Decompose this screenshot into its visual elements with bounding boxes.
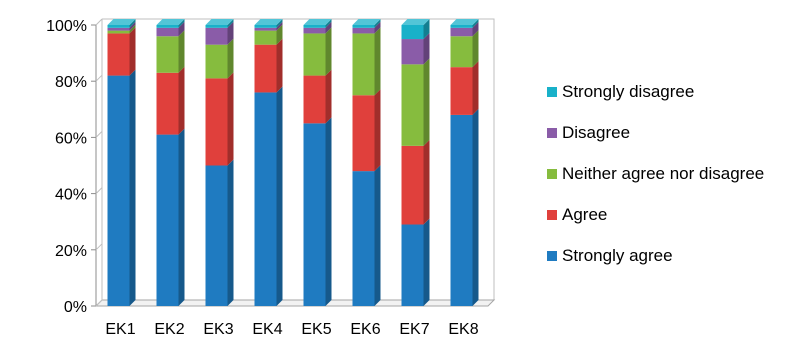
bar-segment [352,21,381,34]
x-tick-label: EK1 [105,321,135,338]
bar-segment [303,19,332,28]
bar-segment [401,58,430,146]
bar-segment [450,108,479,306]
legend-item: Strongly disagree [547,82,694,101]
x-tick-label: EK4 [252,321,282,338]
legend-swatch [547,251,557,261]
x-tick-label: EK2 [154,321,184,338]
y-tick-label: 100% [46,18,87,35]
bar-segment [450,61,479,115]
y-tick-diagonal [95,131,103,138]
legend-item: Disagree [547,123,630,142]
y-tick-diagonal [95,18,103,26]
bar-segment [303,21,332,34]
bar-segment [254,19,283,28]
bar-segment [401,19,430,40]
bar-segment [156,21,185,37]
chart-bars [107,19,479,306]
bar-segment [352,89,381,172]
bar-segment [401,33,430,65]
legend-swatch [547,169,557,179]
legend-item: Neither agree nor disagree [547,164,764,183]
y-axis-ticks: 0% 20% 40% 60% 80% 100% [46,18,103,316]
chart-floor [94,299,496,307]
chart-legend: Strongly disagree Disagree Neither agree n… [547,82,764,265]
y-tick-label: 20% [55,243,87,260]
bar-segment [401,218,430,306]
bar-segment [303,27,332,76]
bar-segment [352,27,381,96]
bar-segment [303,69,332,124]
y-tick-diagonal [95,299,103,307]
bar-segment [205,38,234,79]
bar-segment [205,19,234,28]
bar-segment [205,159,234,306]
legend-swatch [547,128,557,138]
legend-label: Strongly disagree [562,82,694,101]
bar-segment [205,72,234,166]
legend-swatch [547,210,557,220]
bar-segment [156,66,185,135]
bar-segment [156,30,185,73]
legend-label: Strongly agree [562,246,673,265]
legend-item: Agree [547,205,607,224]
legend-swatch [547,87,557,97]
y-tick-diagonal [95,74,103,82]
legend-label: Disagree [562,123,630,142]
bar-segment [450,21,479,37]
bar-segment [107,21,136,31]
legend-item: Strongly agree [547,246,673,265]
x-tick-label: EK8 [448,321,478,338]
bar-segment [254,21,283,31]
y-tick-label: 0% [64,299,87,316]
bar-segment [352,165,381,306]
bar-segment [303,117,332,306]
bar-segment [107,27,136,76]
bar-segment [107,24,136,34]
bar-segment [156,128,185,306]
x-tick-label: EK5 [301,321,331,338]
y-tick-diagonal [95,187,103,194]
bar-segment [156,19,185,28]
y-tick-diagonal [95,243,103,251]
y-tick-label: 40% [55,187,87,204]
x-tick-label: EK3 [203,321,233,338]
y-tick-label: 80% [55,74,87,91]
bar-segment [254,24,283,45]
bar-segment [107,69,136,306]
chart-axes [94,18,496,307]
y-tick-label: 60% [55,130,87,147]
bar-segment [450,30,479,68]
x-axis-ticks: EK1 EK2 EK3 EK4 EK5 EK6 EK7 EK8 [105,321,478,338]
bar-segment [205,21,234,45]
bar-segment [107,19,136,28]
bar-segment [352,19,381,28]
bar-segment [254,38,283,93]
bar-segment [254,86,283,306]
bar-segment [401,139,430,225]
bar-segment [450,19,479,28]
legend-label: Neither agree nor disagree [562,164,764,183]
x-tick-label: EK7 [399,321,429,338]
x-tick-label: EK6 [350,321,380,338]
legend-label: Agree [562,205,607,224]
